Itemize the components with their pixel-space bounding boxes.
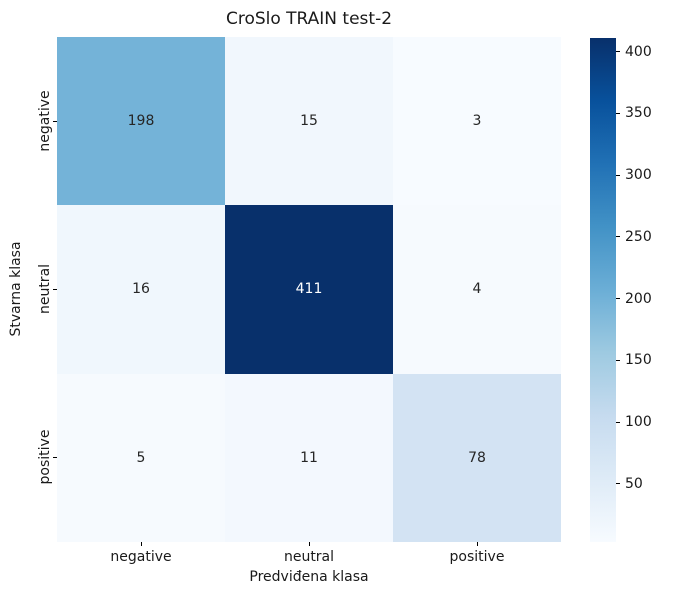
colorbar-tick-label: 300 (625, 167, 652, 184)
heatmap-cell: 411 (225, 205, 393, 374)
colorbar-gradient (590, 38, 616, 542)
x-tick-mark (477, 542, 478, 546)
colorbar-tick-mark (616, 298, 620, 300)
x-axis-label: Predviđena klasa (249, 569, 369, 585)
x-tick-label: negative (110, 549, 172, 565)
heatmap-cell: 3 (393, 37, 561, 206)
heatmap-cell: 11 (225, 373, 393, 542)
colorbar-tick-mark (616, 174, 620, 176)
y-tick-label: negative (37, 90, 53, 152)
heatmap-cell: 15 (225, 37, 393, 206)
heatmap-cell: 78 (393, 373, 561, 542)
chart-title: CroSlo TRAIN test-2 (225, 9, 393, 29)
heatmap-cell: 198 (57, 37, 225, 206)
colorbar-ticks: 400 350 300 250 200 150 100 50 (616, 38, 686, 542)
colorbar-tick-mark (616, 236, 620, 238)
colorbar-tick: 150 (616, 352, 652, 368)
colorbar-tick-label: 150 (625, 352, 652, 369)
x-tick-label: positive (449, 549, 505, 565)
colorbar-tick-label: 400 (625, 43, 652, 60)
colorbar-tick: 100 (616, 414, 652, 430)
colorbar-tick-mark (616, 359, 620, 361)
x-axis-tick-marks (57, 542, 561, 546)
y-tick-mark (53, 289, 57, 290)
y-tick-mark (53, 457, 57, 458)
colorbar-tick-label: 200 (625, 290, 652, 307)
colorbar-tick: 250 (616, 229, 652, 245)
heatmap-cell: 16 (57, 205, 225, 374)
y-axis-label: Stvarna klasa (8, 241, 24, 337)
colorbar-tick-mark (616, 421, 620, 423)
colorbar-tick: 300 (616, 167, 652, 183)
x-tick-label: neutral (283, 549, 335, 565)
y-tick-mark (53, 121, 57, 122)
colorbar-tick-label: 350 (625, 105, 652, 122)
colorbar-tick-mark (616, 112, 620, 114)
colorbar-tick-mark (616, 51, 620, 53)
colorbar-tick-label: 250 (625, 228, 652, 245)
colorbar-tick: 400 (616, 44, 652, 60)
x-tick-mark (141, 542, 142, 546)
colorbar-tick-mark (616, 483, 620, 485)
colorbar-tick: 350 (616, 105, 652, 121)
colorbar-tick: 200 (616, 291, 652, 307)
x-tick-mark (309, 542, 310, 546)
x-axis-tick-labels: negative neutral positive (57, 549, 561, 565)
colorbar-tick-label: 50 (625, 475, 643, 492)
colorbar-tick-label: 100 (625, 414, 652, 431)
colorbar-tick: 50 (616, 476, 643, 492)
heatmap-cell: 4 (393, 205, 561, 374)
heatmap-grid: 198 15 3 16 411 4 5 11 78 (57, 37, 561, 542)
y-axis-tick-marks (53, 37, 57, 542)
heatmap-cell: 5 (57, 373, 225, 542)
y-tick-label: neutral (37, 263, 53, 315)
y-tick-label: positive (37, 429, 53, 485)
